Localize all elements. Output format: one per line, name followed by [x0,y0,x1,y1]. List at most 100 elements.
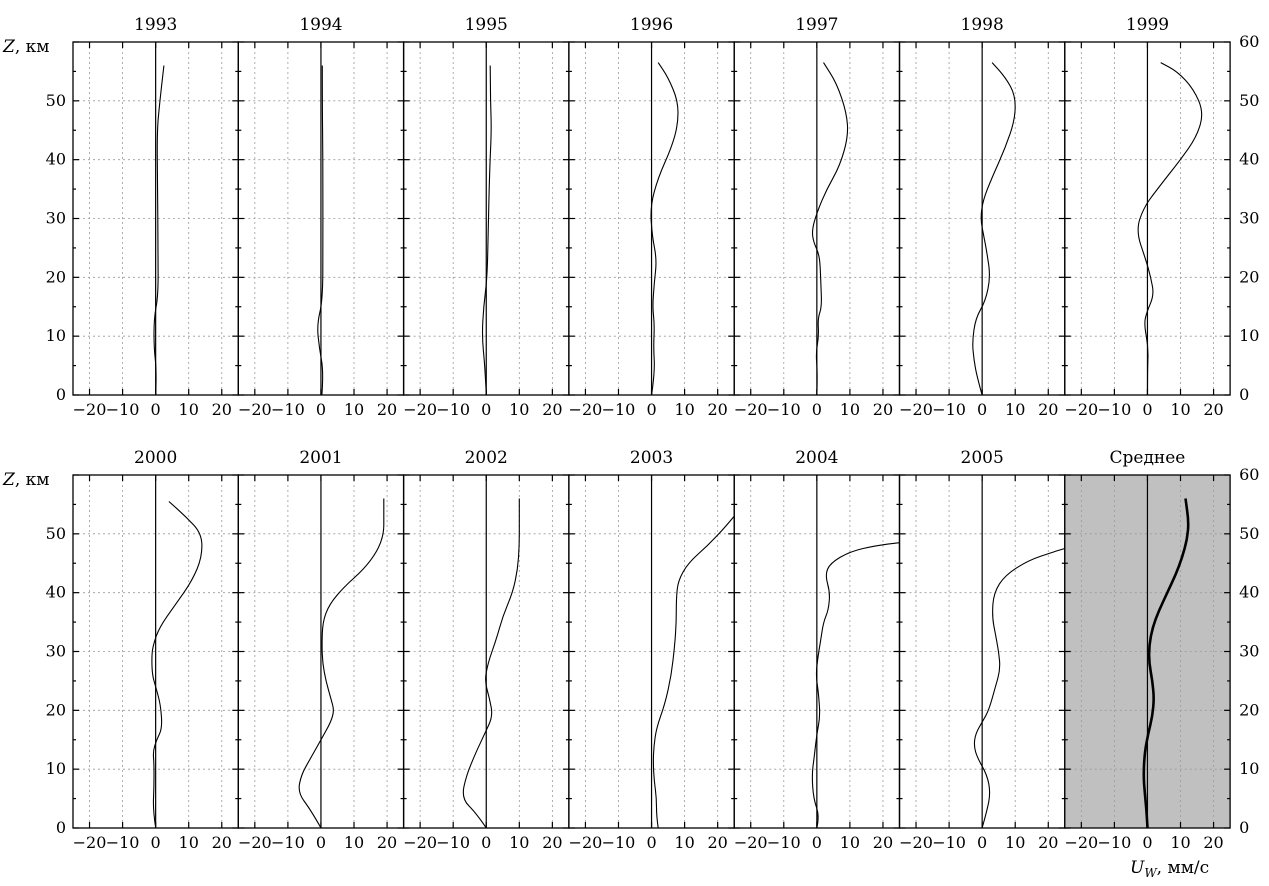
y-tick-label-right: 0 [1239,385,1249,404]
x-tick-label: 10 [1005,400,1025,419]
panel-title: 1994 [299,15,342,35]
x-tick-label: 20 [542,400,562,419]
y-tick-label-left: 30 [46,209,66,228]
y-tick-label-right: 10 [1239,326,1259,345]
x-tick-label: 20 [873,400,893,419]
panel-title: 2001 [299,448,342,468]
x-tick-label: 0 [316,833,326,852]
x-tick-label: −10 [1098,400,1132,419]
y-tick-label-left: 0 [56,385,66,404]
panel-title: 1996 [630,15,673,35]
panel-title: 2000 [134,448,177,468]
y-tick-label-right: 60 [1239,32,1259,51]
x-tick-label: 0 [812,833,822,852]
x-tick-label: 20 [1203,833,1223,852]
y-tick-label-right: 20 [1239,267,1259,286]
x-tick-label: 10 [179,400,199,419]
x-tick-label: −10 [106,833,140,852]
x-tick-label: 20 [1203,400,1223,419]
y-tick-label-right: 40 [1239,150,1259,169]
x-tick-label: 20 [707,833,727,852]
panel-0: 1993 −20 −10 0 10 20 0 10 20 30 40 50 Z, км [2,15,239,419]
profile-line [972,62,1016,395]
x-tick-label: 20 [377,833,397,852]
x-tick-label: −20 [734,400,768,419]
x-tick-label: 20 [873,833,893,852]
x-tick-label: −20 [1064,400,1098,419]
profile-line [481,65,492,395]
x-tick-label: −20 [569,833,603,852]
x-tick-label: 10 [1170,400,1190,419]
x-tick-label: 20 [1038,400,1058,419]
x-tick-label: 10 [674,833,694,852]
x-tick-label: 20 [707,400,727,419]
y-tick-label-left: 10 [46,326,66,345]
y-tick-label-left: 50 [46,524,66,543]
y-axis-label: Z, км [2,37,49,57]
profile-line [151,501,203,828]
x-tick-label: −10 [602,833,636,852]
x-tick-label: −20 [734,833,768,852]
x-tick-label: 20 [377,400,397,419]
x-tick-label: −10 [1098,833,1132,852]
panel-title: 2003 [630,448,673,468]
x-tick-label: 10 [674,400,694,419]
panel-4: 1997 −20 −10 0 10 20 [733,15,901,419]
panel-title: 1993 [134,15,177,35]
x-axis-label: UW, мм/с [1130,858,1209,880]
x-tick-label: 0 [151,833,161,852]
panel-9: 2002 −20 −10 0 10 20 [402,448,570,852]
x-tick-label: 10 [179,833,199,852]
x-tick-label: −20 [73,833,107,852]
y-tick-label-right: 50 [1239,524,1259,543]
x-tick-label: 10 [509,833,529,852]
x-tick-label: 10 [1170,833,1190,852]
y-tick-label-left: 40 [46,583,66,602]
x-tick-label: 0 [977,400,987,419]
panel-title: Среднее [1110,448,1186,468]
profile-line [811,542,900,828]
x-tick-label: 10 [840,833,860,852]
x-tick-label: −10 [767,833,801,852]
x-tick-label: −20 [403,400,437,419]
profile-line [153,65,165,395]
profile-line [317,65,324,395]
y-tick-label-right: 20 [1239,700,1259,719]
y-tick-label-right: 10 [1239,759,1259,778]
panel-title: 1995 [465,15,508,35]
x-tick-label: −20 [238,400,272,419]
y-tick-label-right: 60 [1239,465,1259,484]
panel-title: 1999 [1126,15,1169,35]
x-tick-label: 10 [509,400,529,419]
x-tick-label: −10 [436,833,470,852]
profile-line [298,498,385,828]
x-tick-label: −20 [899,833,933,852]
y-axis-label: Z, км [2,470,49,490]
x-tick-label: −10 [932,833,966,852]
x-tick-label: 0 [151,400,161,419]
y-tick-label-right: 50 [1239,91,1259,110]
x-tick-label: 0 [977,833,987,852]
y-tick-label-left: 20 [46,700,66,719]
profile-line [1142,498,1190,828]
panel-2: 1995 −20 −10 0 10 20 [402,15,570,419]
panel-6: 1999 −20 −10 0 10 20 0 10 20 30 40 50 60 [1064,15,1259,419]
x-tick-label: 0 [646,400,656,419]
profile-line [462,498,520,828]
x-tick-label: 0 [481,400,491,419]
profile-line [973,547,1065,828]
panel-1: 1994 −20 −10 0 10 20 [237,15,405,419]
x-tick-label: 10 [344,833,364,852]
x-tick-label: −20 [238,833,272,852]
y-tick-label-left: 0 [56,818,66,837]
panel-8: 2001 −20 −10 0 10 20 [237,448,405,852]
x-tick-label: 20 [1038,833,1058,852]
x-tick-label: 10 [1005,833,1025,852]
x-tick-label: 20 [212,400,232,419]
y-tick-label-left: 50 [46,91,66,110]
x-tick-label: 0 [316,400,326,419]
panel-12: 2005 −20 −10 0 10 20 [898,448,1066,852]
y-tick-label-left: 30 [46,642,66,661]
panel-3: 1996 −20 −10 0 10 20 [568,15,735,419]
